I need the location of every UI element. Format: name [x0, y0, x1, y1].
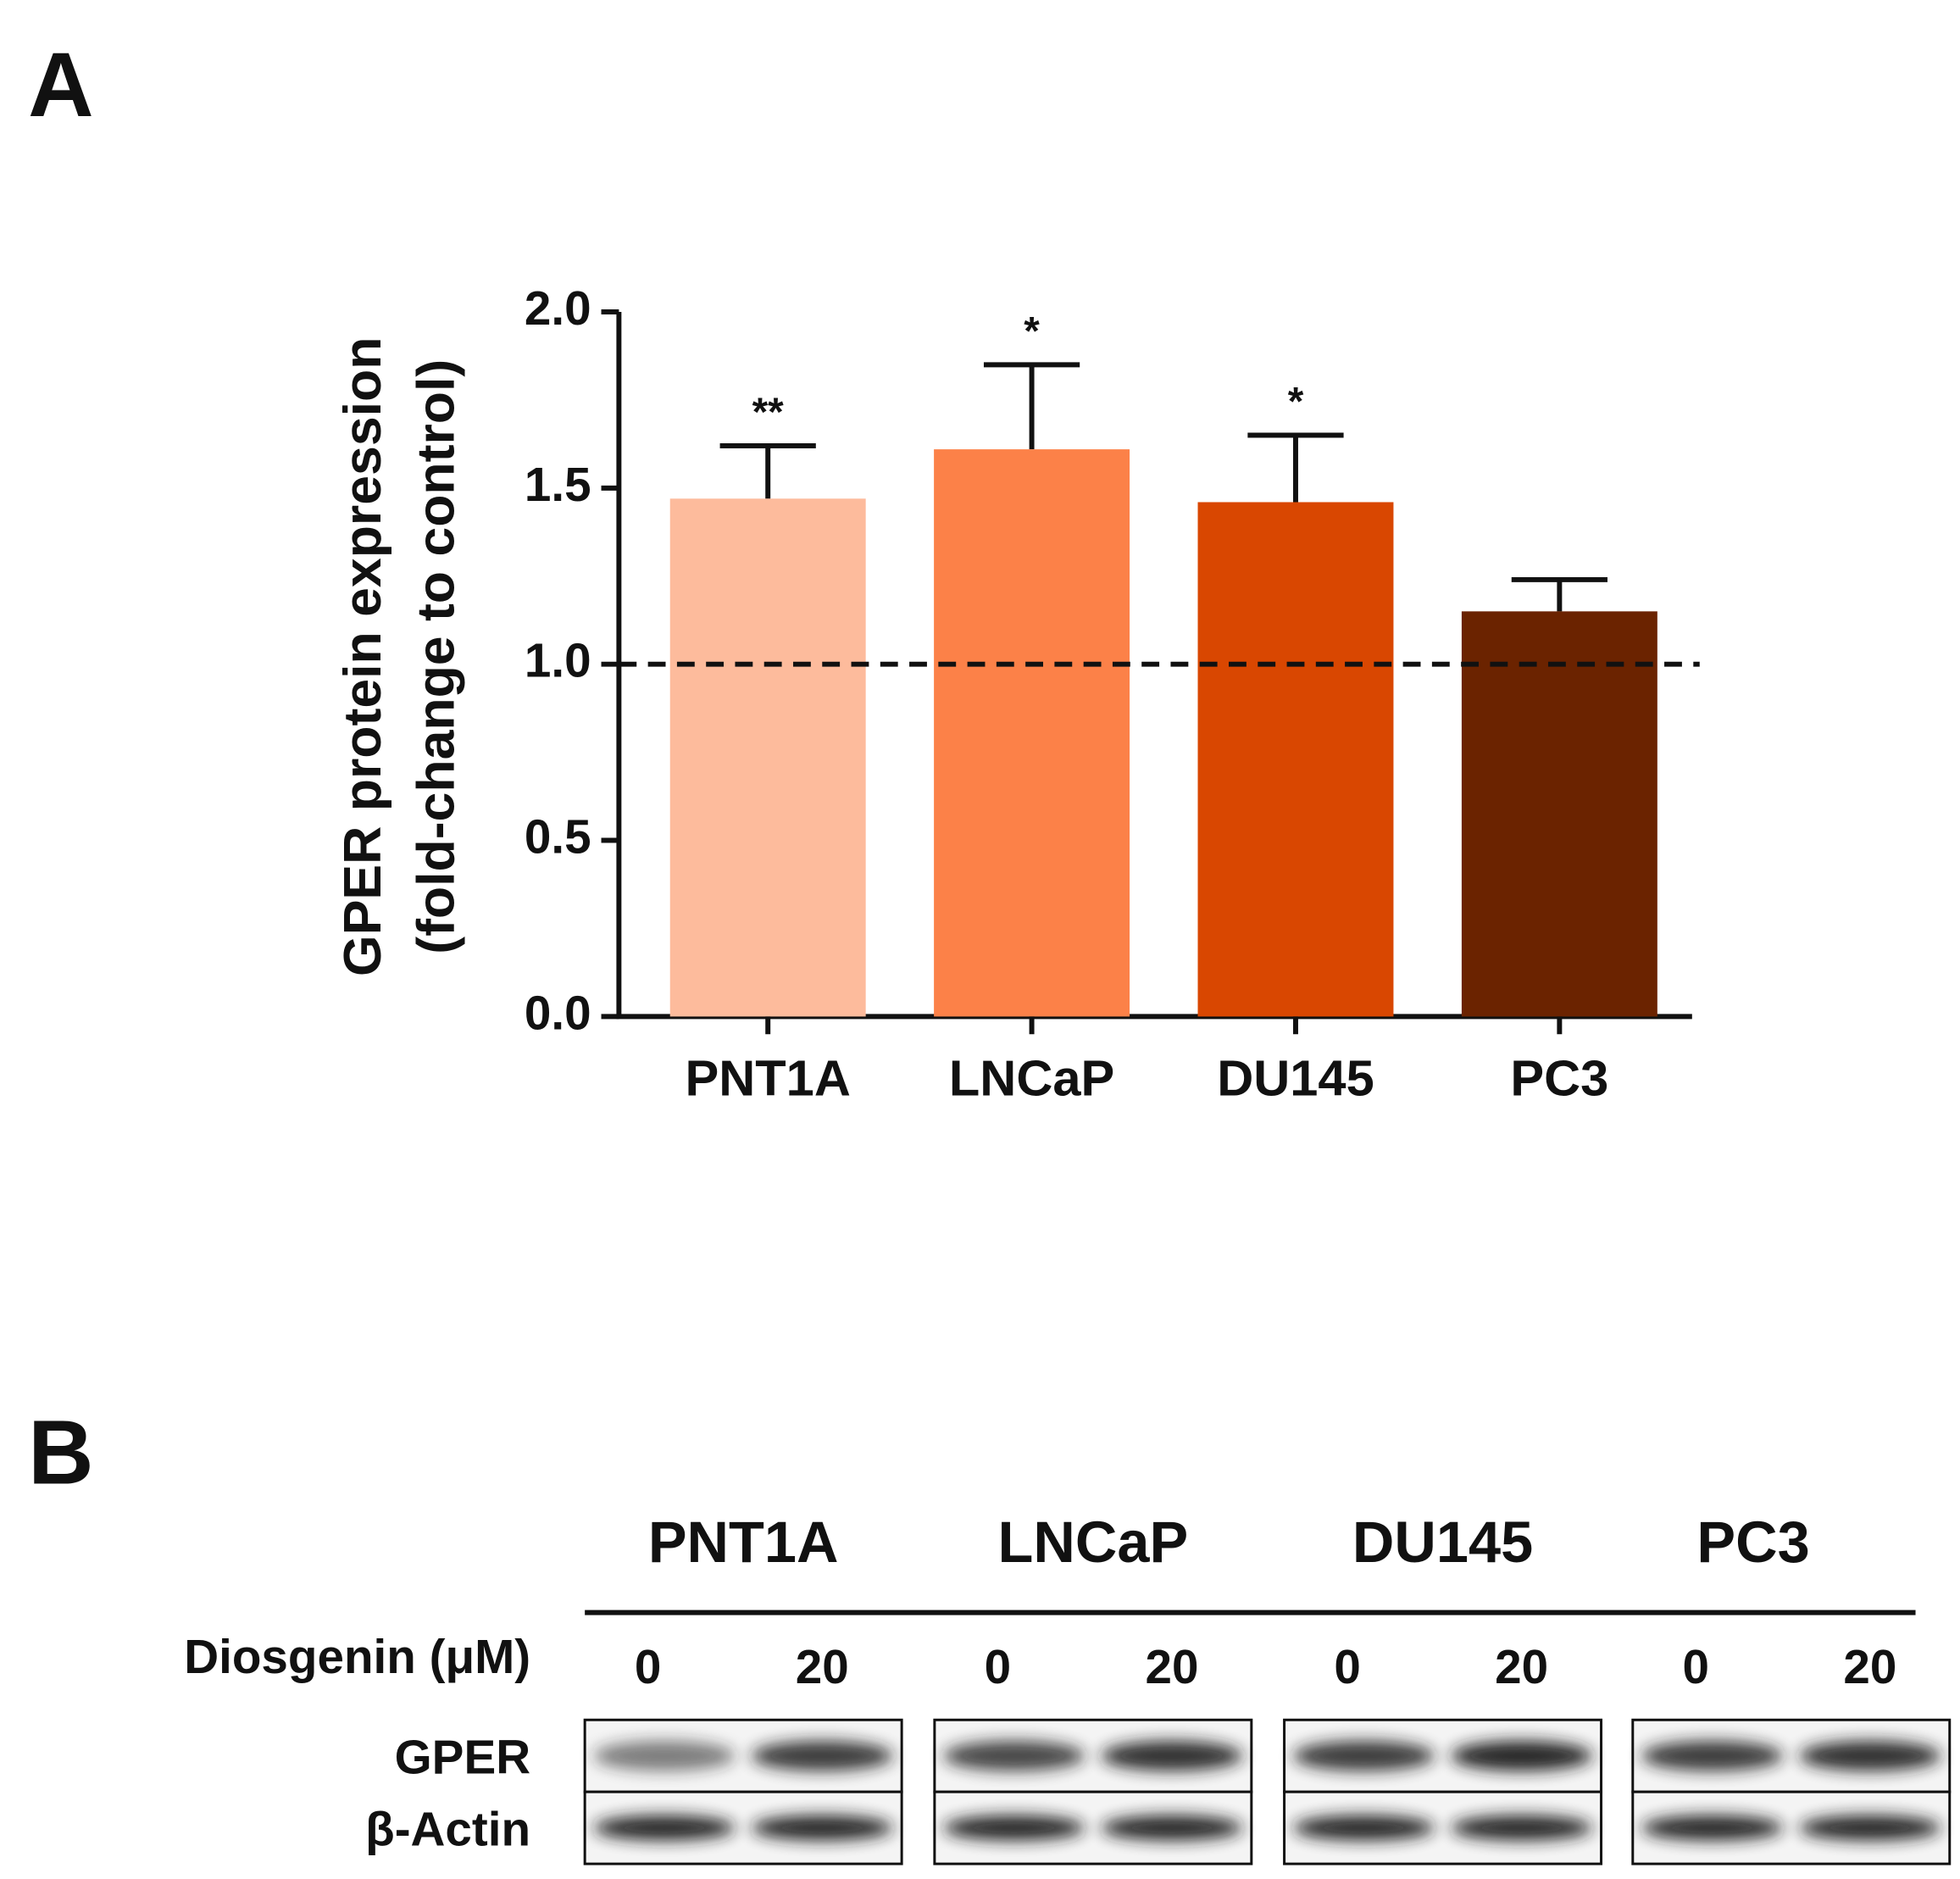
bar — [934, 449, 1130, 1017]
x-tick-label: PNT1A — [686, 1050, 851, 1107]
significance-label: * — [1288, 380, 1304, 425]
dose-label: 0 — [635, 1640, 661, 1693]
significance-label: * — [1024, 309, 1040, 354]
y-axis-label: (fold-change to control) — [406, 359, 465, 954]
blot-band — [1799, 1815, 1941, 1841]
y-tick-label: 1.0 — [525, 634, 591, 687]
y-tick-label: 2.0 — [525, 281, 591, 335]
cell-line-label: PC3 — [1696, 1509, 1809, 1575]
dose-label: 20 — [1843, 1640, 1896, 1693]
blot-band — [943, 1815, 1085, 1841]
x-tick-label: PC3 — [1510, 1050, 1608, 1107]
treatment-label: Diosgenin (μM) — [184, 1630, 530, 1683]
x-tick-label: LNCaP — [949, 1050, 1114, 1107]
dose-label: 0 — [1683, 1640, 1709, 1693]
blot-band — [1641, 1815, 1784, 1841]
y-tick-label: 1.5 — [525, 458, 591, 511]
blot-band — [593, 1815, 736, 1841]
dose-label: 20 — [796, 1640, 849, 1693]
dose-label: 20 — [1145, 1640, 1198, 1693]
dose-label: 0 — [1334, 1640, 1360, 1693]
row-label: β-Actin — [365, 1803, 530, 1856]
y-tick-label: 0.0 — [525, 986, 591, 1039]
bar — [1197, 502, 1394, 1017]
blot-band — [1293, 1740, 1435, 1771]
cell-line-label: LNCaP — [998, 1509, 1189, 1575]
blot-band — [751, 1815, 893, 1841]
panel-label: B — [28, 1402, 93, 1504]
blot-band — [751, 1740, 893, 1771]
dose-label: 0 — [985, 1640, 1011, 1693]
significance-label: ** — [752, 390, 785, 435]
y-tick-label: 0.5 — [525, 809, 591, 863]
blot-band — [943, 1740, 1085, 1771]
blot-band — [1641, 1740, 1784, 1771]
x-tick-label: DU145 — [1217, 1050, 1374, 1107]
row-label: GPER — [395, 1731, 530, 1784]
bar — [1461, 611, 1657, 1017]
cell-line-label: DU145 — [1352, 1509, 1533, 1575]
blot-band — [1451, 1815, 1593, 1841]
blot-band — [1101, 1815, 1243, 1841]
blot-band — [1293, 1815, 1435, 1841]
dose-label: 20 — [1495, 1640, 1548, 1693]
blot-band — [1451, 1740, 1593, 1771]
blot-band — [1799, 1740, 1941, 1771]
blot-band — [593, 1740, 736, 1771]
bar — [669, 498, 866, 1017]
blot-band — [1101, 1740, 1243, 1771]
panel-label: A — [28, 34, 93, 136]
cell-line-label: PNT1A — [648, 1509, 839, 1575]
y-axis-label: GPER protein expression — [333, 337, 392, 976]
